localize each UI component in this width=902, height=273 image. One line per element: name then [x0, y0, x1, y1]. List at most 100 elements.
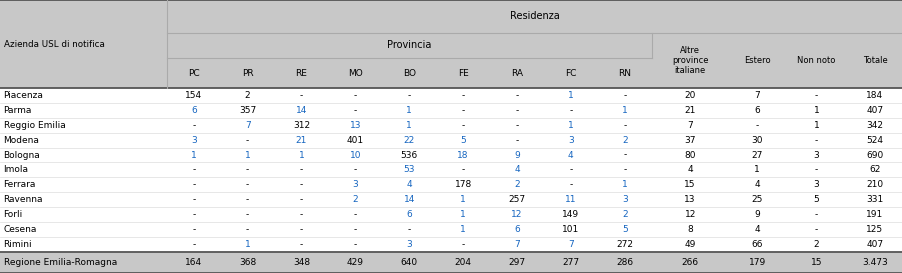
Bar: [0, 222, 902, 237]
Text: PC: PC: [188, 69, 199, 78]
Bar: [0, 103, 902, 118]
Text: 12: 12: [511, 210, 522, 219]
Text: 640: 640: [400, 258, 418, 267]
Text: -: -: [461, 121, 465, 130]
Text: 20: 20: [684, 91, 695, 100]
Text: -: -: [461, 165, 465, 174]
Text: Totale: Totale: [861, 56, 887, 65]
Text: 14: 14: [403, 195, 415, 204]
Text: -: -: [814, 210, 817, 219]
Text: -: -: [299, 195, 303, 204]
Text: 368: 368: [239, 258, 256, 267]
Text: 690: 690: [865, 150, 883, 159]
Text: -: -: [814, 165, 817, 174]
Text: 272: 272: [615, 240, 632, 249]
Text: 407: 407: [866, 106, 882, 115]
Text: -: -: [299, 180, 303, 189]
Text: 3: 3: [621, 195, 627, 204]
Text: 2: 2: [621, 136, 627, 145]
Text: -: -: [568, 106, 572, 115]
Text: 13: 13: [349, 121, 361, 130]
Text: 21: 21: [684, 106, 695, 115]
Text: 164: 164: [185, 258, 202, 267]
Text: -: -: [245, 180, 249, 189]
Text: 3: 3: [406, 240, 411, 249]
Text: 286: 286: [615, 258, 632, 267]
Text: BO: BO: [402, 69, 415, 78]
Text: -: -: [354, 210, 356, 219]
Text: Regione Emilia-Romagna: Regione Emilia-Romagna: [4, 258, 116, 267]
Text: Cesena: Cesena: [4, 225, 37, 234]
Text: 10: 10: [349, 150, 361, 159]
Text: 7: 7: [686, 121, 693, 130]
Text: -: -: [192, 195, 195, 204]
Text: 62: 62: [869, 165, 879, 174]
Text: 4: 4: [753, 180, 759, 189]
Text: 401: 401: [346, 136, 364, 145]
Text: Piacenza: Piacenza: [4, 91, 43, 100]
Text: -: -: [245, 195, 249, 204]
Text: -: -: [245, 225, 249, 234]
Text: 1: 1: [813, 121, 818, 130]
Text: 8: 8: [686, 225, 693, 234]
Text: -: -: [354, 165, 356, 174]
Text: MO: MO: [347, 69, 363, 78]
Text: -: -: [755, 121, 758, 130]
Text: 191: 191: [865, 210, 883, 219]
Text: Reggio Emilia: Reggio Emilia: [4, 121, 65, 130]
Text: 1: 1: [244, 150, 250, 159]
Text: -: -: [814, 91, 817, 100]
Text: -: -: [299, 225, 303, 234]
Text: -: -: [192, 180, 195, 189]
Text: 4: 4: [567, 150, 573, 159]
Bar: [0, 162, 902, 177]
Text: -: -: [461, 91, 465, 100]
Text: Imola: Imola: [4, 165, 29, 174]
Text: 22: 22: [403, 136, 414, 145]
Text: 15: 15: [684, 180, 695, 189]
Text: 5: 5: [621, 225, 627, 234]
Text: -: -: [407, 91, 410, 100]
Text: -: -: [568, 180, 572, 189]
Text: 3: 3: [813, 150, 818, 159]
Bar: [0, 192, 902, 207]
Text: 13: 13: [684, 195, 695, 204]
Text: 342: 342: [866, 121, 882, 130]
Text: 25: 25: [750, 195, 762, 204]
Text: 30: 30: [750, 136, 762, 145]
Bar: [0, 0, 902, 88]
Bar: [0, 118, 902, 133]
Text: 312: 312: [292, 121, 309, 130]
Bar: [0, 88, 902, 103]
Text: -: -: [354, 240, 356, 249]
Text: 407: 407: [866, 240, 882, 249]
Text: 7: 7: [244, 121, 250, 130]
Text: -: -: [814, 136, 817, 145]
Text: 1: 1: [460, 225, 465, 234]
Text: 3: 3: [190, 136, 197, 145]
Text: -: -: [299, 165, 303, 174]
Text: 6: 6: [406, 210, 411, 219]
Text: -: -: [622, 150, 626, 159]
Text: 4: 4: [513, 165, 520, 174]
Text: 1: 1: [406, 121, 411, 130]
Text: Estero: Estero: [743, 56, 769, 65]
Text: 1: 1: [621, 180, 627, 189]
Text: Residenza: Residenza: [510, 11, 559, 21]
Text: 536: 536: [400, 150, 418, 159]
Bar: [0, 252, 902, 273]
Text: 5: 5: [460, 136, 465, 145]
Text: 6: 6: [190, 106, 197, 115]
Text: 331: 331: [865, 195, 883, 204]
Text: 3: 3: [352, 180, 358, 189]
Text: -: -: [814, 225, 817, 234]
Text: -: -: [354, 91, 356, 100]
Text: -: -: [192, 240, 195, 249]
Text: -: -: [568, 165, 572, 174]
Text: -: -: [515, 106, 518, 115]
Text: Ferrara: Ferrara: [4, 180, 36, 189]
Text: 6: 6: [513, 225, 520, 234]
Text: -: -: [515, 91, 518, 100]
Text: 1: 1: [813, 106, 818, 115]
Text: RA: RA: [511, 69, 522, 78]
